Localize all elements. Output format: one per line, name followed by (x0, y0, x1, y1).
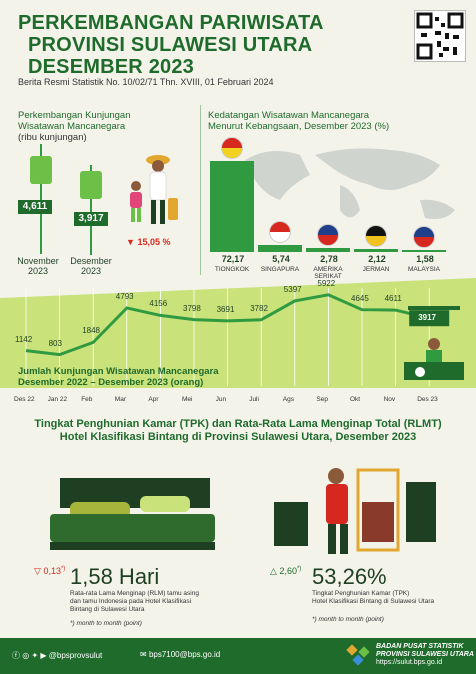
divider (200, 105, 201, 275)
luggage-nov-icon (22, 144, 62, 256)
point-value-label: 3917 (418, 313, 436, 323)
month-tick-label: Des 23 (417, 396, 438, 403)
nov-label: November 2023 (17, 256, 59, 276)
last-point-box (409, 310, 450, 327)
point-value-label: 5922 (317, 278, 336, 288)
country-flag-icon (317, 224, 339, 247)
bar-category-label: TIONGKOK (214, 266, 250, 273)
point-value-label: 1848 (82, 326, 100, 336)
month-tick-label: Feb (81, 396, 93, 403)
nationality-bar (354, 249, 398, 252)
down-triangle-icon: ▽ (34, 566, 41, 576)
social-links[interactable]: ⓕ ◎ ✦ ▶ @bpsprovsulut (12, 651, 103, 660)
point-value-label: 1142 (15, 334, 33, 344)
bar-value-label: 2,78 (320, 254, 338, 264)
bar-value-label: 2,12 (368, 254, 386, 264)
month-tick-label: Des 22 (14, 396, 35, 403)
month-tick-label: Mei (182, 396, 193, 403)
point-value-label: 4793 (115, 291, 134, 301)
bar-value-label: 1,58 (416, 254, 434, 264)
bar-value-label: 72,17 (221, 254, 245, 264)
rlm-change: ▽ 0,13*) (34, 566, 66, 576)
country-flag-icon (269, 220, 291, 243)
month-tick-label: Jun (215, 396, 227, 403)
qr-code-icon[interactable] (414, 10, 466, 62)
month-tick-label: Ags (282, 396, 294, 403)
instagram-icon[interactable]: ◎ (22, 651, 30, 660)
nationality-title: Kedatangan Wisatawan Mancanegara Menurut… (208, 110, 390, 132)
country-flag-icon (365, 225, 387, 248)
bellboy-icon (266, 462, 446, 558)
tpk-value: 53,26% (312, 564, 387, 589)
rlm-description: Rata-rata Lama Menginap (RLM) tamu asing… (70, 590, 199, 613)
nationality-bar (402, 249, 446, 252)
point-value-label: 3798 (183, 303, 201, 313)
hotel-title: Tingkat Penghunian Kamar (TPK) dan Rata-… (34, 418, 442, 443)
twitter-icon[interactable]: ✦ (31, 651, 39, 660)
tpk-change: △ 2,60*) (270, 566, 302, 576)
rlm-value: 1,58 Hari (70, 564, 160, 589)
month-tick-label: Okt (350, 396, 361, 403)
tpk-description: Tingkat Penghunian Kamar (TPK) Hotel Kla… (312, 590, 435, 605)
footer: ⓕ ◎ ✦ ▶ @bpsprovsulut ✉ bps7100@bps.go.i… (0, 638, 476, 674)
point-value-label: 4156 (149, 299, 168, 309)
down-triangle-icon: ▼ (126, 237, 135, 247)
month-tick-label: Apr (148, 396, 159, 403)
youtube-icon[interactable]: ▶ (40, 651, 47, 660)
point-value-label: 4645 (351, 293, 369, 303)
mail-icon: ✉ (140, 650, 147, 659)
visits-title: Perkembangan Kunjungan Wisatawan Mancane… (18, 110, 131, 143)
luggage-dec-icon (72, 165, 112, 257)
month-tick-label: Juli (249, 396, 259, 403)
point-value-label: 803 (48, 338, 62, 348)
country-flag-icon (413, 225, 435, 248)
bar-category-label: SINGAPURA (260, 266, 300, 273)
nov-value: 4,611 (18, 200, 52, 214)
nationality-bar (210, 160, 254, 252)
month-tick-label: Nov (383, 396, 396, 403)
series-line (25, 293, 430, 357)
bed-icon (40, 468, 220, 558)
nationality-bar (306, 248, 350, 252)
point-value-label: 3691 (216, 304, 235, 314)
point-value-label: 3782 (250, 303, 268, 313)
month-tick-label: Mar (114, 396, 126, 403)
point-value-label: 5397 (283, 284, 302, 294)
bps-logo-icon (346, 644, 372, 668)
nationality-bar (258, 244, 302, 252)
org-name: BADAN PUSAT STATISTIK PROVINSI SULAWESI … (376, 643, 474, 666)
bar-category-label: JERMAN (362, 266, 390, 273)
dec-value: 3,917 (74, 212, 108, 226)
bar-value-label: 5,74 (272, 254, 290, 264)
tpk-note: *) month to month (point) (312, 616, 384, 623)
monthly-chart (0, 278, 476, 408)
point-value-label: 4611 (384, 294, 402, 304)
rlm-note: *) month to month (point) (70, 620, 142, 627)
reception-icon (404, 300, 464, 380)
month-tick-label: Jan 22 (47, 396, 68, 403)
dec-label: Desember 2023 (70, 256, 112, 276)
world-map (240, 140, 465, 230)
monthly-chart-title: Jumlah Kunjungan Wisatawan Mancanegara D… (18, 366, 219, 388)
visits-change: ▼ 15,05 % (126, 237, 171, 247)
country-flag-icon (221, 136, 243, 159)
facebook-icon[interactable]: ⓕ (12, 651, 20, 660)
tourist-family-icon (120, 150, 180, 228)
email-link[interactable]: ✉ bps7100@bps.go.id (140, 650, 221, 659)
month-tick-label: Sep (316, 396, 328, 403)
up-triangle-icon: △ (270, 566, 277, 576)
bar-category-label: MALAYSIA (407, 266, 441, 273)
bar-category-label: AMERIKA SERIKAT (313, 266, 343, 280)
release-number: Berita Resmi Statistik No. 10/02/71 Thn.… (18, 77, 274, 87)
chart-band (0, 278, 476, 388)
page-title: PERKEMBANGAN PARIWISATA PROVINSI SULAWES… (18, 12, 324, 78)
